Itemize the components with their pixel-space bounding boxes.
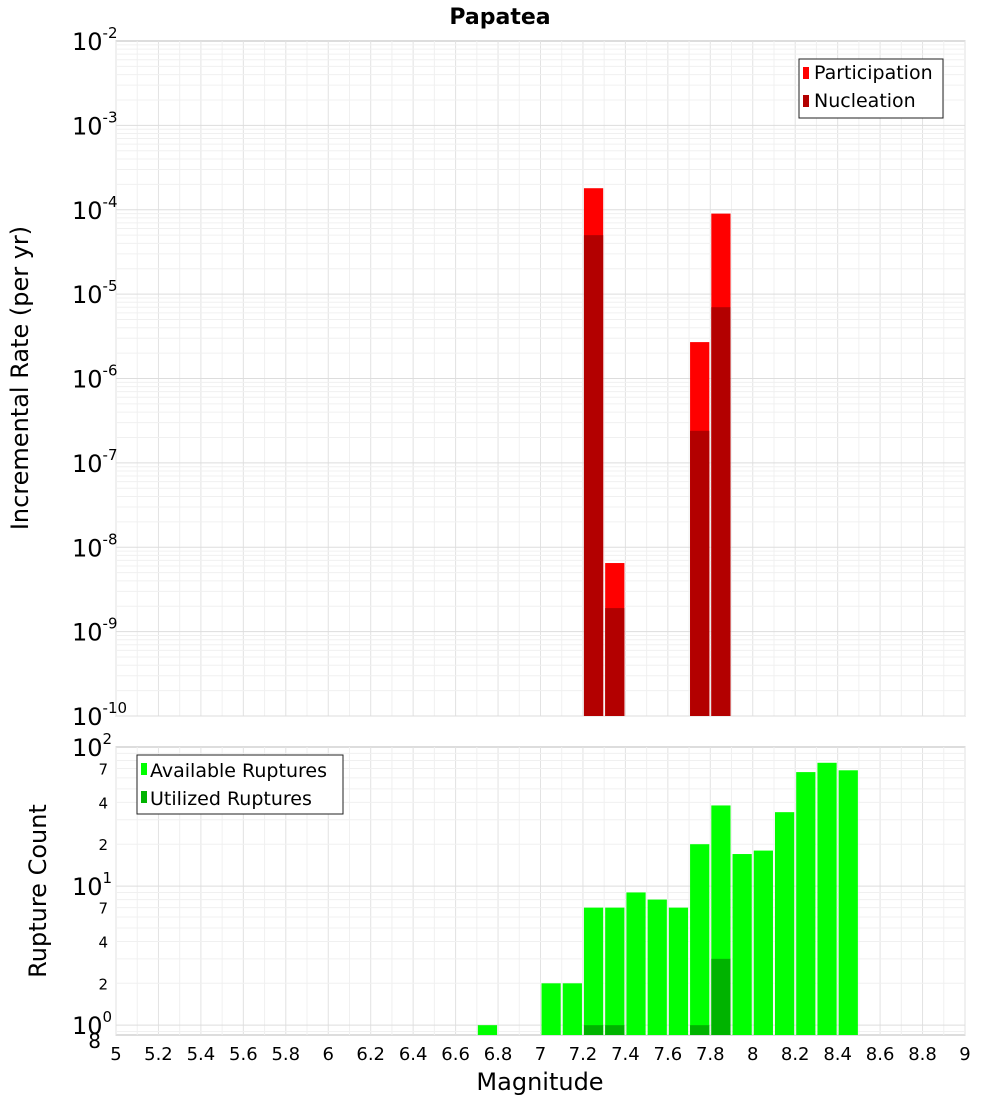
top-legend-box [798, 58, 944, 119]
bottom-y-major-tick-label: 102 [72, 730, 112, 762]
bottom-legend-box [136, 754, 344, 815]
bottom-bar-utilized-ruptures [690, 1025, 710, 1035]
top-y-tick-label: 10-5 [72, 277, 118, 309]
bottom-bar-utilized-ruptures [711, 958, 731, 1035]
bottom-panel: 100 101 102 8 2 4 7 2 4 7 5 5.2 5.4 5.6 5.8 6 6.2 6.4 6.6… [24, 730, 971, 1096]
bottom-y-major-tick-label: 101 [72, 869, 112, 901]
legend-swatch-utilized-ruptures [141, 791, 147, 803]
top-y-tick-label: 10-4 [72, 193, 118, 225]
x-tick-label: 7.6 [654, 1044, 683, 1065]
bottom-bar-available-ruptures [817, 762, 837, 1035]
top-y-tick-labels: 10-10 10-9 10-8 10-7 10-6 10-5 10-4 10-3 10-2 [72, 24, 127, 731]
legend-swatch-nucleation [803, 95, 809, 107]
x-tick-label: 5.6 [229, 1044, 258, 1065]
bottom-y-tick-labels: 100 101 102 8 2 4 7 2 4 7 [72, 730, 112, 1053]
legend-swatch-participation [803, 67, 809, 79]
x-tick-label: 6.8 [484, 1044, 513, 1065]
top-bar-nucleation [605, 608, 625, 716]
legend-swatch-available-ruptures [141, 763, 147, 775]
bottom-bar-available-ruptures [626, 892, 646, 1035]
bottom-bar-available-ruptures [690, 844, 710, 1035]
x-tick-label: 8.4 [823, 1044, 852, 1065]
x-tick-label: 8.2 [781, 1044, 810, 1065]
x-tick-label: 7.8 [696, 1044, 725, 1065]
bottom-bar-available-ruptures [477, 1025, 498, 1035]
top-grid [115, 41, 966, 717]
x-tick-label: 7 [535, 1044, 546, 1065]
top-y-axis-label: Incremental Rate (per yr) [6, 226, 34, 530]
top-bar-nucleation [690, 430, 710, 716]
bottom-y-minor-tick-label: 4 [98, 933, 108, 951]
bottom-y-minor-tick-label: 2 [98, 836, 108, 854]
legend-label-utilized-ruptures: Utilized Ruptures [150, 788, 312, 810]
x-axis-label: Magnitude [476, 1068, 603, 1096]
bottom-bar-available-ruptures [774, 812, 795, 1035]
bottom-y-minor-tick-label: 7 [98, 900, 108, 918]
x-tick-label: 8 [747, 1044, 758, 1065]
x-tick-label: 7.4 [611, 1044, 640, 1065]
bottom-bar-available-ruptures [838, 770, 858, 1035]
bottom-bar-available-ruptures [753, 850, 773, 1035]
chart-title: Papatea [449, 5, 550, 30]
x-tick-label: 5.2 [144, 1044, 173, 1065]
bottom-y-minor-tick-label: 2 [98, 975, 108, 993]
x-tick-label: 6.2 [356, 1044, 385, 1065]
top-legend: Participation Nucleation [798, 58, 944, 119]
bottom-bar-available-ruptures [796, 772, 816, 1035]
legend-label-participation: Participation [814, 62, 933, 84]
top-panel: 10-10 10-9 10-8 10-7 10-6 10-5 10-4 10-3 10-2 In… [6, 24, 966, 731]
x-tick-label: 8.6 [866, 1044, 895, 1065]
bottom-bar-available-ruptures [732, 854, 752, 1035]
x-tick-label: 8.8 [908, 1044, 937, 1065]
bottom-bar-utilized-ruptures [583, 1025, 604, 1035]
bottom-y-minor-tick-label: 7 [98, 761, 108, 779]
x-tick-label: 5 [110, 1044, 121, 1065]
legend-label-nucleation: Nucleation [814, 90, 916, 112]
top-bar-nucleation [583, 235, 604, 716]
bottom-bar-available-ruptures [541, 983, 561, 1035]
top-y-tick-label: 10-10 [72, 699, 127, 731]
bottom-y-minor-tick-label: 4 [98, 794, 108, 812]
top-bar-nucleation [711, 307, 731, 716]
x-tick-label: 7.2 [569, 1044, 598, 1065]
x-tick-label: 6.6 [441, 1044, 470, 1065]
bottom-bar-available-ruptures [583, 907, 604, 1035]
top-y-tick-label: 10-9 [72, 615, 118, 647]
x-tick-label: 5.4 [187, 1044, 216, 1065]
bottom-legend: Available Ruptures Utilized Ruptures [136, 754, 344, 815]
top-y-tick-label: 10-6 [72, 362, 118, 394]
x-tick-label: 5.8 [271, 1044, 300, 1065]
bottom-bar-available-ruptures [647, 899, 667, 1035]
top-y-tick-label: 10-3 [72, 108, 118, 140]
top-bars [583, 188, 731, 717]
x-tick-labels: 5 5.2 5.4 5.6 5.8 6 6.2 6.4 6.6 6.8 7 7.2 7.4 7.6 7.8 8… [110, 1044, 970, 1065]
x-tick-label: 6.4 [399, 1044, 428, 1065]
top-y-tick-label: 10-8 [72, 530, 118, 562]
bottom-bar-utilized-ruptures [605, 1025, 625, 1035]
bottom-y-major-tick-label: 100 [72, 1008, 112, 1040]
x-tick-label: 9 [959, 1044, 970, 1065]
bottom-bars [477, 762, 858, 1035]
x-tick-label: 6 [323, 1044, 334, 1065]
bottom-y-axis-label: Rupture Count [24, 804, 52, 978]
top-y-tick-label: 10-2 [72, 24, 118, 56]
top-y-tick-label: 10-7 [72, 446, 118, 478]
bottom-y-minor-tick-label: 8 [88, 1029, 101, 1053]
legend-label-available-ruptures: Available Ruptures [150, 760, 327, 782]
bottom-bar-available-ruptures [668, 907, 689, 1035]
bottom-bar-available-ruptures [605, 907, 625, 1035]
bottom-bar-available-ruptures [562, 983, 582, 1035]
